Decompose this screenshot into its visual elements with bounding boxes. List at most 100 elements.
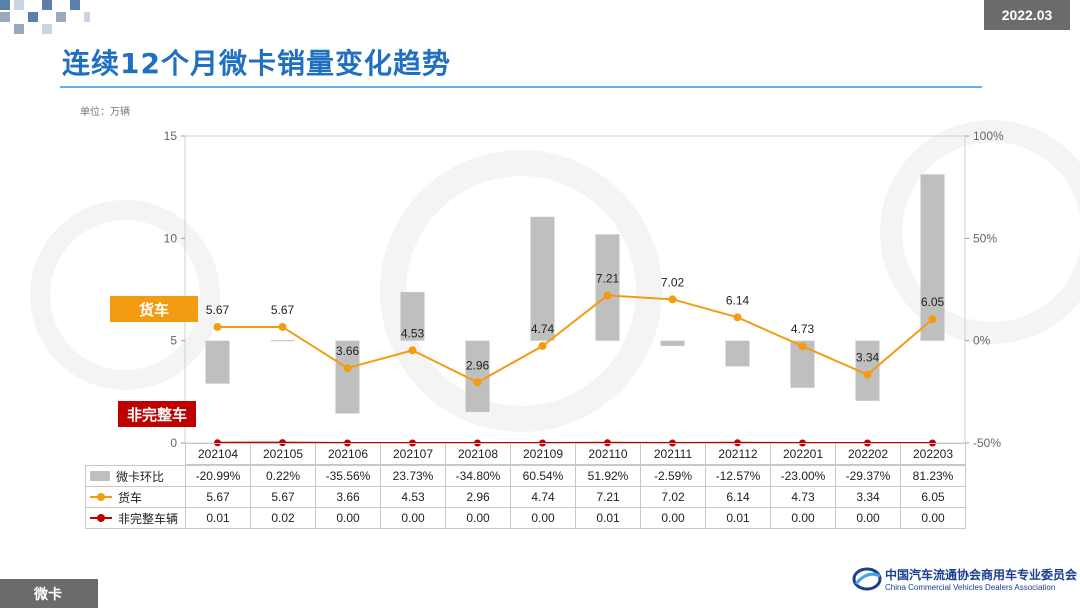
- bar-mom-change: [660, 340, 685, 346]
- date-badge: 2022.03: [984, 0, 1070, 30]
- table-cell-truck: 5.67: [250, 486, 316, 508]
- point-truck: [798, 342, 807, 351]
- bar-mom-change: [400, 292, 425, 341]
- point-truck: [863, 370, 872, 379]
- data-label-truck: 4.73: [791, 322, 815, 336]
- y-left-tick-label: 10: [164, 231, 178, 245]
- point-truck: [278, 322, 287, 331]
- table-cell-bar: -2.59%: [640, 465, 706, 487]
- y-left-tick-label: 15: [164, 129, 178, 143]
- table-header-cell: 202202: [835, 443, 901, 465]
- table-cell-incomplete: 0.00: [835, 507, 901, 529]
- table-cell-incomplete: 0.00: [770, 507, 836, 529]
- org-logo-icon: [852, 567, 882, 591]
- data-label-truck: 3.34: [856, 351, 880, 365]
- y-left-tick-label: 5: [170, 334, 177, 348]
- data-label-truck: 6.05: [921, 295, 945, 309]
- data-label-truck: 7.21: [596, 271, 620, 285]
- series-line-truck: [217, 294, 934, 384]
- table-header-cell: 202104: [185, 443, 251, 465]
- table-cell-bar: 60.54%: [510, 465, 576, 487]
- table-cell-bar: -34.80%: [445, 465, 511, 487]
- point-truck: [603, 291, 612, 300]
- point-truck: [213, 322, 222, 331]
- table-legend-cell: 非完整车辆: [85, 507, 186, 529]
- table-cell-truck: 7.02: [640, 486, 706, 508]
- table-cell-truck: 4.74: [510, 486, 576, 508]
- legend-label: 微卡环比: [116, 469, 165, 484]
- table-cell-incomplete: 0.00: [380, 507, 446, 529]
- table-cell-incomplete: 0.01: [185, 507, 251, 529]
- unit-label: 单位：万辆: [80, 107, 130, 118]
- table-cell-truck: 4.53: [380, 486, 446, 508]
- table-cell-incomplete: 0.01: [575, 507, 641, 529]
- bar-mom-change: [530, 216, 555, 341]
- legend-label: 非完整车辆: [118, 511, 179, 526]
- y-right-tick-label: 100%: [973, 129, 1004, 143]
- table-cell-bar: -35.56%: [315, 465, 381, 487]
- point-truck: [538, 341, 547, 350]
- bar-mom-change: [465, 340, 490, 412]
- table-header-cell: 202109: [510, 443, 576, 465]
- bar-mom-change: [920, 174, 945, 341]
- table-cell-bar: -12.57%: [705, 465, 771, 487]
- table-cell-bar: -29.37%: [835, 465, 901, 487]
- footer-tab: 微卡: [0, 579, 98, 608]
- bar-mom-change: [595, 234, 620, 341]
- table-cell-bar: 51.92%: [575, 465, 641, 487]
- table-cell-incomplete: 0.01: [705, 507, 771, 529]
- table-header-cell: 202112: [705, 443, 771, 465]
- point-incomplete: [604, 439, 611, 447]
- table-header-cell: 202107: [380, 443, 446, 465]
- table-cell-incomplete: 0.00: [445, 507, 511, 529]
- table-cell-truck: 4.73: [770, 486, 836, 508]
- legend-key-bar: [90, 471, 110, 481]
- data-label-truck: 3.66: [336, 344, 360, 358]
- data-label-truck: 4.74: [531, 322, 555, 336]
- table-cell-bar: -20.99%: [185, 465, 251, 487]
- legend-marker: [97, 514, 105, 522]
- table-cell-incomplete: 0.00: [510, 507, 576, 529]
- point-truck: [473, 378, 482, 387]
- y-right-tick-label: 50%: [973, 231, 997, 245]
- bar-mom-change: [205, 340, 230, 384]
- bar-mom-change: [270, 340, 295, 342]
- bar-mom-change: [335, 340, 360, 414]
- point-incomplete: [214, 439, 221, 447]
- point-incomplete: [734, 439, 741, 447]
- legend-label: 货车: [118, 490, 143, 505]
- table-cell-bar: 23.73%: [380, 465, 446, 487]
- table-cell-incomplete: 0.00: [900, 507, 966, 529]
- table-header-cell: 202105: [250, 443, 316, 465]
- org-name-en: China Commercial Vehicles Dealers Associ…: [885, 583, 1056, 592]
- y-left-tick-label: 0: [170, 436, 177, 450]
- table-cell-truck: 7.21: [575, 486, 641, 508]
- table-cell-incomplete: 0.00: [315, 507, 381, 529]
- data-label-truck: 5.67: [271, 303, 295, 317]
- data-label-truck: 7.02: [661, 275, 685, 289]
- table-cell-incomplete: 0.02: [250, 507, 316, 529]
- table-legend-cell: 微卡环比: [85, 465, 186, 487]
- point-incomplete: [279, 439, 286, 447]
- table-cell-bar: 81.23%: [900, 465, 966, 487]
- incomplete-vehicle-tag: 非完整车: [118, 401, 196, 427]
- page-title: 连续12个月微卡销量变化趋势: [62, 47, 451, 80]
- data-label-truck: 5.67: [206, 303, 230, 317]
- plot-frame: [184, 135, 966, 444]
- point-truck: [343, 364, 352, 373]
- table-header-cell: 202203: [900, 443, 966, 465]
- point-truck: [408, 346, 417, 355]
- point-truck: [733, 313, 742, 322]
- table-cell-bar: 0.22%: [250, 465, 316, 487]
- table-cell-truck: 3.34: [835, 486, 901, 508]
- y-right-tick-label: 0%: [973, 334, 991, 348]
- truck-tag: 货车: [110, 296, 198, 322]
- table-cell-incomplete: 0.00: [640, 507, 706, 529]
- table-cell-truck: 6.05: [900, 486, 966, 508]
- table-cell-truck: 5.67: [185, 486, 251, 508]
- data-label-truck: 2.96: [466, 358, 490, 372]
- point-truck: [668, 295, 677, 304]
- legend-marker: [97, 493, 105, 501]
- title-divider: [60, 86, 982, 88]
- corner-decoration: [0, 0, 90, 40]
